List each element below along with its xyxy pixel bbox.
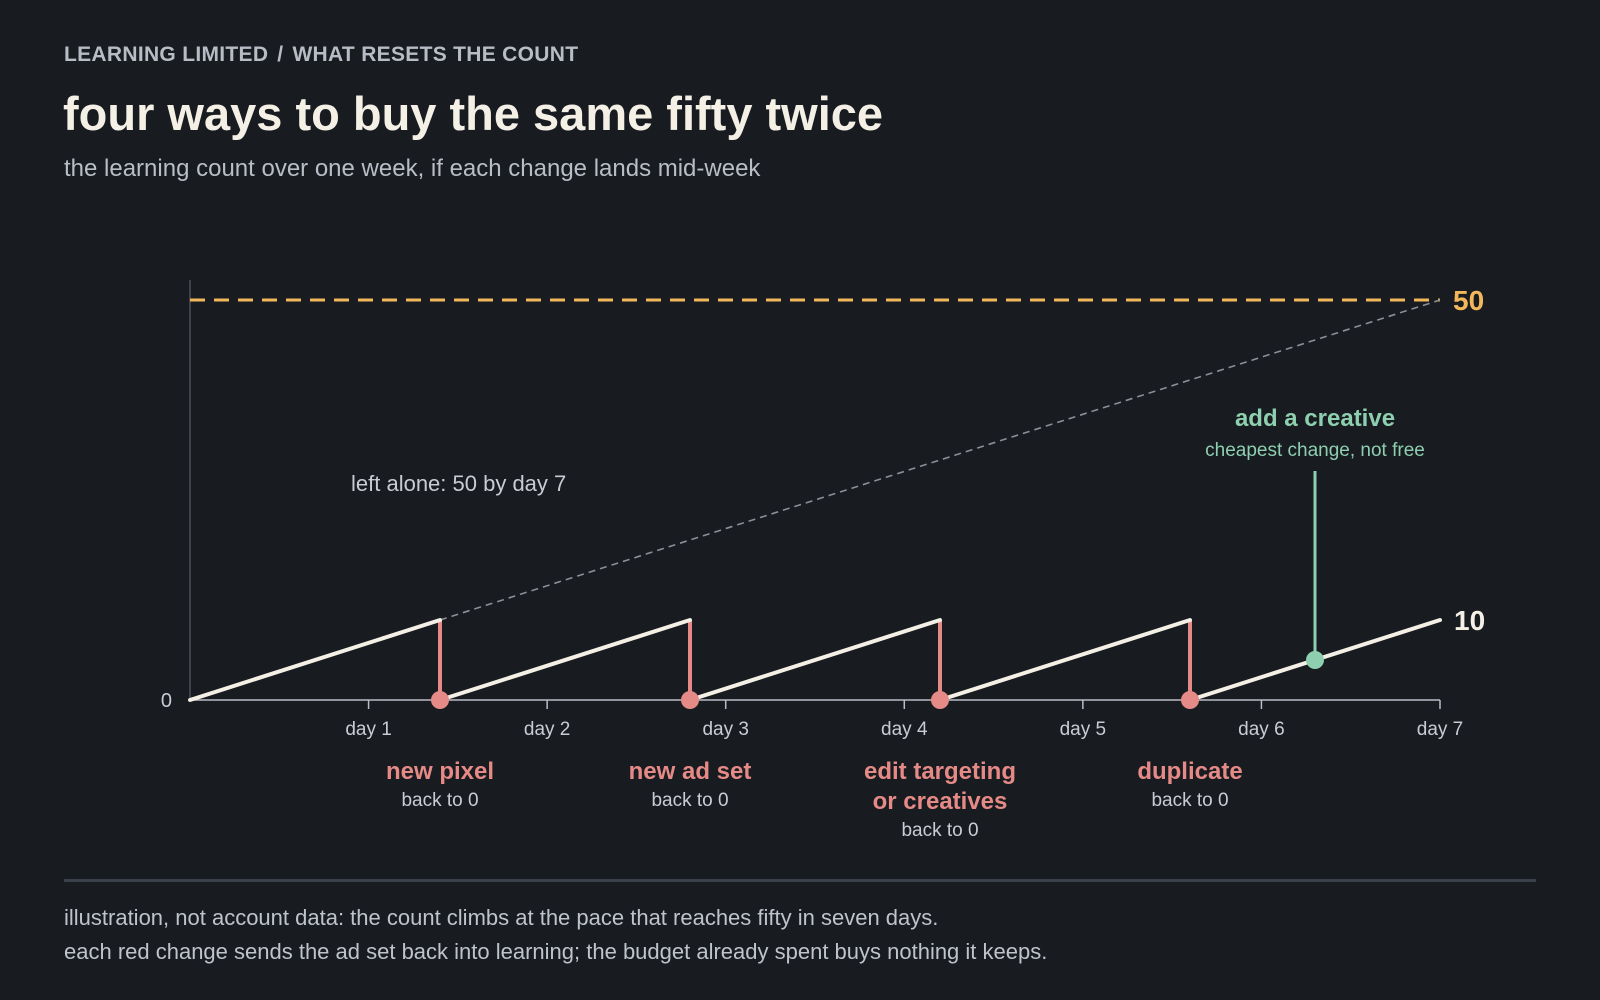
breadcrumb-item-section: LEARNING LIMITED	[64, 43, 269, 66]
footnote-2: each red change sends the ad set back in…	[64, 939, 1048, 964]
footer-divider	[64, 879, 1536, 882]
count-line-segment	[688, 618, 942, 702]
reset-label: or creatives	[873, 788, 1008, 815]
soft-change-sublabel: cheapest change, not free	[1205, 440, 1425, 461]
x-tick-label: day 2	[524, 719, 570, 740]
count-line-segment	[188, 618, 442, 702]
page-subtitle: the learning count over one week, if eac…	[64, 155, 761, 182]
reset-label: new pixel	[386, 758, 494, 785]
reset-sublabel: back to 0	[651, 790, 728, 811]
soft-change-label: add a creative	[1235, 405, 1395, 432]
x-tick-label: day 6	[1238, 719, 1284, 740]
breadcrumb-item-topic: WHAT RESETS THE COUNT	[292, 43, 579, 66]
reset-point	[431, 691, 449, 709]
threshold-label: 50	[1453, 285, 1484, 316]
reset-point	[931, 691, 949, 709]
x-tick-label: day 3	[702, 719, 748, 740]
breadcrumb-separator: /	[277, 43, 284, 66]
left-alone-projection-line	[439, 299, 1441, 621]
x-tick-label: day 5	[1060, 719, 1106, 740]
footnote-1: illustration, not account data: the coun…	[64, 905, 939, 930]
x-tick-label: day 4	[881, 719, 928, 740]
soft-change-point	[1306, 651, 1324, 669]
reset-sublabel: back to 0	[901, 820, 978, 841]
reset-sublabel: back to 0	[1151, 790, 1228, 811]
count-end-label: 10	[1454, 605, 1485, 636]
x-tick-label: day 1	[345, 719, 391, 740]
left-alone-annotation: left alone: 50 by day 7	[351, 471, 566, 496]
y-tick-label: 0	[161, 690, 172, 712]
x-tick-label: day 7	[1417, 719, 1463, 740]
reset-label: new ad set	[629, 758, 752, 785]
page-title: four ways to buy the same fifty twice	[63, 87, 884, 140]
reset-point	[1181, 691, 1199, 709]
learning-count-chart: day 1 day 2 day 3 day 4 day 5 day 6 day 7 0 50 le…	[161, 280, 1485, 841]
reset-point	[681, 691, 699, 709]
reset-label: edit targeting	[864, 758, 1016, 785]
reset-label: duplicate	[1137, 758, 1242, 785]
count-line-segment	[438, 618, 692, 702]
count-line-segment	[938, 618, 1192, 702]
reset-sublabel: back to 0	[401, 790, 478, 811]
breadcrumb: LEARNING LIMITED / WHAT RESETS THE COUNT	[64, 43, 578, 67]
